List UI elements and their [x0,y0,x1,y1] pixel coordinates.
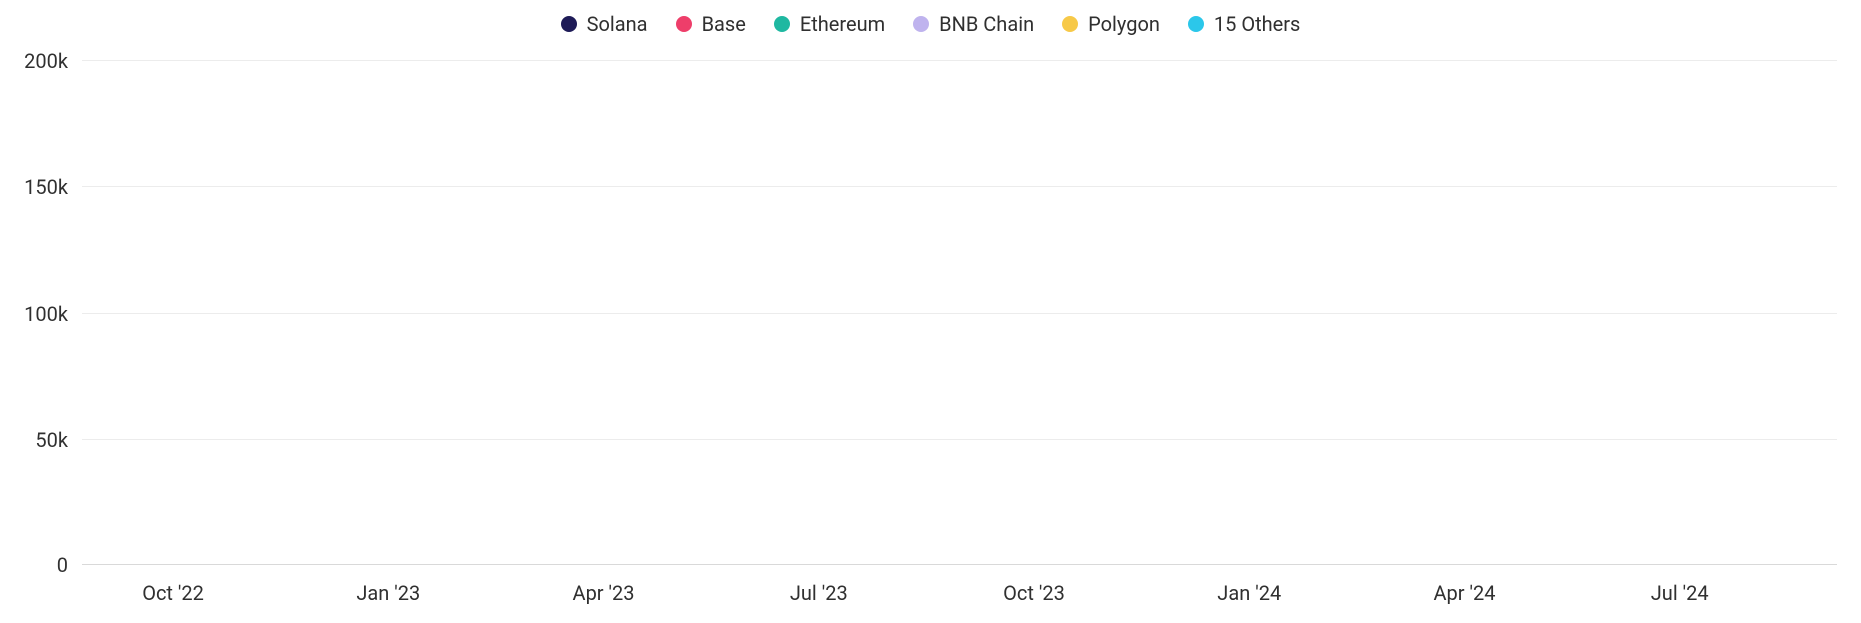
grid-line: 50k [82,439,1837,440]
legend-item-solana[interactable]: Solana [561,12,648,36]
y-tick-label: 100k [24,302,82,326]
legend-item-others[interactable]: 15 Others [1188,12,1300,36]
legend-item-base[interactable]: Base [676,12,746,36]
x-tick-label: Jan '24 [1217,581,1281,605]
y-tick-label: 0 [57,553,82,577]
x-tick-label: Oct '23 [1003,581,1065,605]
chart-container: Solana Base Ethereum BNB Chain Polygon 15 Oth… [0,0,1861,623]
legend-swatch-solana [561,16,577,32]
legend: Solana Base Ethereum BNB Chain Polygon 15 Oth… [0,12,1861,36]
legend-item-ethereum[interactable]: Ethereum [774,12,885,36]
legend-item-polygon[interactable]: Polygon [1062,12,1160,36]
x-axis: Oct '22 Jan '23 Apr '23 Jul '23 Oct '23 Jan '… [82,565,1837,623]
grid-line: 150k [82,186,1837,187]
legend-label-bnb: BNB Chain [939,12,1034,36]
legend-label-ethereum: Ethereum [800,12,885,36]
y-tick-label: 150k [24,175,82,199]
legend-label-base: Base [702,12,746,36]
x-tick-label: Apr '24 [1433,581,1495,605]
y-tick-label: 50k [35,428,82,452]
legend-swatch-ethereum [774,16,790,32]
x-tick-label: Oct '22 [142,581,204,605]
legend-swatch-others [1188,16,1204,32]
legend-swatch-bnb [913,16,929,32]
plot-area: 050k100k150k200k [82,60,1837,565]
grid-line: 200k [82,60,1837,61]
legend-label-polygon: Polygon [1088,12,1160,36]
legend-label-solana: Solana [587,12,648,36]
legend-label-others: 15 Others [1214,12,1300,36]
x-tick-label: Jul '24 [1651,581,1709,605]
x-tick-label: Jul '23 [790,581,848,605]
x-tick-label: Apr '23 [573,581,635,605]
x-tick-label: Jan '23 [356,581,420,605]
legend-swatch-polygon [1062,16,1078,32]
legend-swatch-base [676,16,692,32]
legend-item-bnb[interactable]: BNB Chain [913,12,1034,36]
y-tick-label: 200k [24,49,82,73]
grid-line: 100k [82,313,1837,314]
